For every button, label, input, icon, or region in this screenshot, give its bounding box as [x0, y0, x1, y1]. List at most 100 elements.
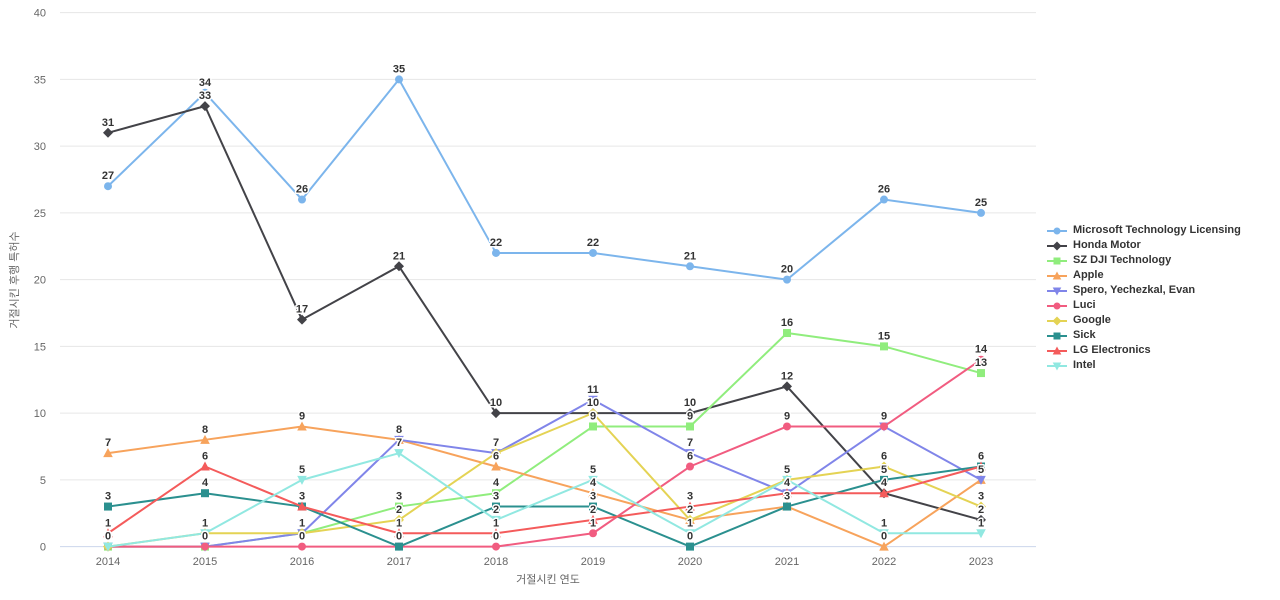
triangle-down-marker-icon	[1052, 287, 1062, 295]
data-label: 21	[393, 250, 405, 262]
series-line-sick	[107, 465, 982, 548]
triangle-down-marker-icon	[491, 515, 501, 525]
data-label: 6	[202, 451, 208, 463]
triangle-marker-icon	[200, 461, 210, 471]
data-label: 0	[881, 531, 887, 543]
y-tick-label: 35	[34, 74, 46, 86]
legend-item-label: LG Electronics	[1073, 344, 1151, 356]
square-marker-icon	[783, 502, 791, 511]
y-tick-label: 0	[40, 542, 46, 554]
legend-marker-icon	[1047, 316, 1067, 325]
triangle-down-marker-icon	[394, 435, 404, 445]
triangle-marker-icon	[491, 528, 501, 538]
legend-item-label: Spero, Yechezkal, Evan	[1073, 284, 1196, 296]
data-label: 10	[490, 397, 502, 409]
circle-marker-icon	[1053, 302, 1061, 309]
legend-item-intel[interactable]: Intel	[1046, 358, 1241, 373]
data-label: 9	[299, 410, 305, 422]
square-marker-icon	[395, 502, 403, 511]
series-honda-motor	[103, 101, 986, 525]
data-label: 8	[202, 424, 208, 436]
triangle-down-marker-icon	[394, 449, 404, 459]
circle-marker-icon	[201, 542, 209, 551]
diamond-marker-icon	[394, 261, 404, 272]
data-label: 7	[493, 437, 499, 449]
data-label: 2	[978, 504, 984, 516]
triangle-down-marker-icon	[976, 529, 986, 539]
legend-item-label: Apple	[1073, 269, 1104, 281]
legend-item-label: SZ DJI Technology	[1073, 254, 1172, 266]
data-label: 0	[493, 531, 499, 543]
legend-item-sick[interactable]: Sick	[1046, 328, 1241, 343]
series-line-microsoft-technology-licensing	[107, 78, 982, 281]
x-tick-label: 2020	[678, 556, 702, 568]
diamond-marker-icon	[297, 528, 307, 539]
circle-marker-icon	[395, 75, 403, 84]
diamond-marker-icon	[976, 514, 986, 525]
x-tick-label: 2016	[290, 556, 314, 568]
circle-marker-icon	[298, 195, 306, 204]
square-marker-icon	[686, 542, 694, 551]
data-label: 5	[299, 464, 305, 476]
legend-item-label: Microsoft Technology Licensing	[1073, 224, 1241, 236]
circle-marker-icon	[686, 462, 694, 471]
triangle-down-marker-icon	[879, 529, 889, 539]
x-tick-label: 2023	[969, 556, 993, 568]
data-label: 1	[299, 517, 305, 529]
data-label: 20	[781, 264, 793, 276]
data-label: 4	[590, 477, 597, 489]
square-marker-icon	[686, 422, 694, 431]
y-axis-tick-labels: 0 5 10 15 20 25 30 35 40	[34, 8, 46, 554]
series-line-intel	[107, 452, 982, 548]
data-label: 1	[881, 517, 887, 529]
data-label: 26	[878, 184, 890, 196]
legend-item-lg-electronics[interactable]: LG Electronics	[1046, 343, 1241, 358]
y-tick-label: 10	[34, 408, 46, 420]
circle-marker-icon	[589, 529, 597, 538]
legend-item-apple[interactable]: Apple	[1046, 268, 1241, 283]
legend-item-spero-yechezkal-evan[interactable]: Spero, Yechezkal, Evan	[1046, 283, 1241, 298]
data-label: 10	[684, 397, 696, 409]
data-label: 22	[587, 237, 599, 249]
legend-item-luci[interactable]: Luci	[1046, 298, 1241, 313]
x-axis-tick-labels: 2014 2015 2016 2017 2018 2019 2020 2021 2022 2023	[96, 556, 993, 568]
data-label: 6	[881, 451, 887, 463]
x-tick-label: 2017	[387, 556, 411, 568]
triangle-marker-icon	[297, 501, 307, 511]
series-spero-yechezkal-evan	[103, 395, 986, 552]
legend-marker-icon	[1047, 346, 1067, 354]
legend-item-sz-dji-technology[interactable]: SZ DJI Technology	[1046, 253, 1241, 268]
triangle-down-marker-icon	[588, 395, 598, 405]
circle-marker-icon	[783, 422, 791, 431]
legend-marker-icon	[1047, 302, 1067, 309]
triangle-marker-icon	[1052, 346, 1062, 354]
data-label: 1	[493, 517, 499, 529]
legend-item-label: Sick	[1073, 329, 1096, 341]
data-label: 1	[105, 517, 111, 529]
legend-item-label: Google	[1073, 314, 1111, 326]
triangle-marker-icon	[588, 514, 598, 524]
data-label: 14	[975, 344, 988, 356]
data-label: 3	[493, 491, 499, 503]
legend-marker-icon	[1047, 332, 1067, 339]
legend-item-google[interactable]: Google	[1046, 313, 1241, 328]
data-label: 6	[687, 451, 693, 463]
data-label: 6	[978, 451, 984, 463]
data-label: 9	[687, 410, 693, 422]
diamond-marker-icon	[685, 408, 695, 419]
legend-marker-icon	[1047, 287, 1067, 295]
legend-item-honda-motor[interactable]: Honda Motor	[1046, 238, 1241, 253]
triangle-down-marker-icon	[782, 475, 792, 485]
square-marker-icon	[1053, 257, 1061, 264]
diamond-marker-icon	[685, 514, 695, 525]
square-marker-icon	[880, 475, 888, 484]
diamond-marker-icon	[103, 127, 113, 138]
circle-marker-icon	[977, 208, 985, 217]
x-tick-label: 2019	[581, 556, 605, 568]
x-axis-title: 거절시킨 연도	[516, 573, 580, 586]
data-label: 5	[784, 464, 790, 476]
series-lg-electronics	[103, 461, 986, 538]
triangle-marker-icon	[297, 421, 307, 431]
data-label: 11	[587, 384, 599, 396]
legend-item-microsoft-technology-licensing[interactable]: Microsoft Technology Licensing	[1046, 223, 1241, 238]
